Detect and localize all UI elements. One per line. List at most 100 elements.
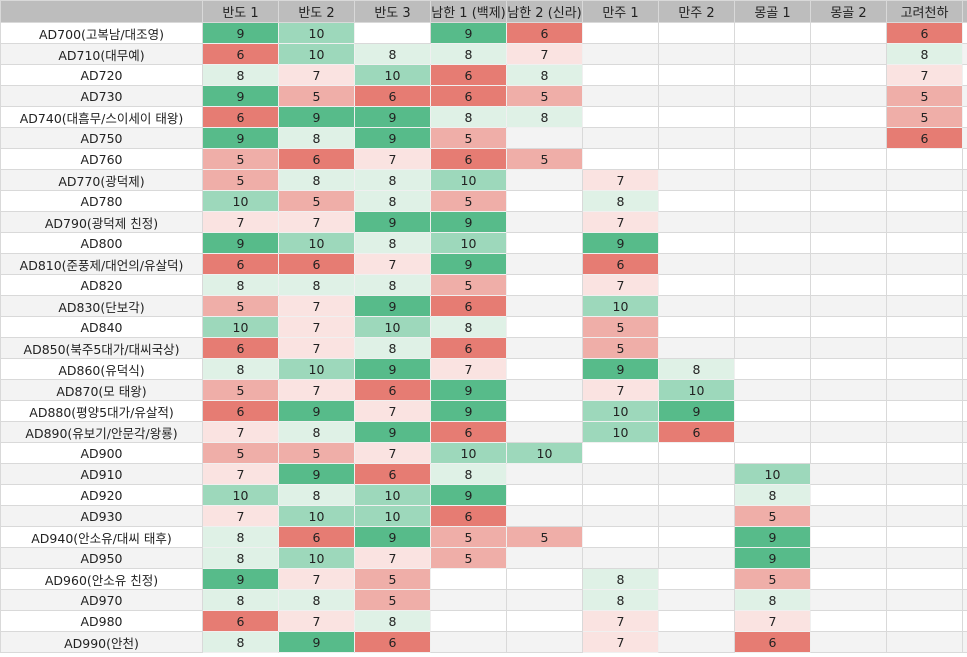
score-cell[interactable]: 9	[582, 358, 659, 380]
empty-cell[interactable]	[962, 127, 967, 149]
score-cell[interactable]	[658, 106, 735, 128]
score-cell[interactable]	[886, 484, 963, 506]
score-cell[interactable]: 10	[430, 442, 507, 464]
score-cell[interactable]	[582, 442, 659, 464]
score-cell[interactable]	[886, 358, 963, 380]
score-cell[interactable]	[658, 274, 735, 296]
score-cell[interactable]	[886, 232, 963, 254]
score-cell[interactable]	[506, 610, 583, 632]
corner-header[interactable]	[0, 0, 203, 23]
row-label-cell[interactable]: AD770(광덕제)	[0, 169, 203, 191]
empty-cell[interactable]	[962, 211, 967, 233]
score-cell[interactable]	[658, 547, 735, 569]
score-cell[interactable]	[658, 631, 735, 653]
score-cell[interactable]: 7	[202, 211, 279, 233]
score-cell[interactable]	[810, 358, 887, 380]
score-cell[interactable]	[658, 85, 735, 107]
score-cell[interactable]: 8	[582, 589, 659, 611]
column-header[interactable]: 몽골 1	[734, 0, 811, 23]
score-cell[interactable]	[886, 589, 963, 611]
score-cell[interactable]	[810, 400, 887, 422]
score-cell[interactable]: 8	[734, 589, 811, 611]
column-header[interactable]: 반도 3	[354, 0, 431, 23]
score-cell[interactable]: 6	[658, 421, 735, 443]
score-cell[interactable]	[810, 442, 887, 464]
score-cell[interactable]	[810, 463, 887, 485]
score-cell[interactable]	[810, 379, 887, 401]
score-cell[interactable]: 10	[278, 22, 355, 44]
score-cell[interactable]: 5	[430, 274, 507, 296]
score-cell[interactable]	[582, 22, 659, 44]
score-cell[interactable]: 5	[734, 505, 811, 527]
score-cell[interactable]: 5	[506, 148, 583, 170]
score-cell[interactable]	[734, 274, 811, 296]
score-cell[interactable]	[506, 169, 583, 191]
score-cell[interactable]: 7	[278, 64, 355, 86]
score-cell[interactable]	[886, 505, 963, 527]
score-cell[interactable]: 7	[734, 610, 811, 632]
score-cell[interactable]	[506, 421, 583, 443]
score-cell[interactable]	[886, 526, 963, 548]
score-cell[interactable]	[658, 43, 735, 65]
score-cell[interactable]	[734, 295, 811, 317]
score-cell[interactable]: 10	[506, 442, 583, 464]
score-cell[interactable]	[506, 505, 583, 527]
score-cell[interactable]: 8	[278, 127, 355, 149]
score-cell[interactable]	[658, 190, 735, 212]
score-cell[interactable]: 5	[886, 85, 963, 107]
score-cell[interactable]: 7	[582, 211, 659, 233]
score-cell[interactable]: 10	[354, 505, 431, 527]
score-cell[interactable]: 9	[582, 232, 659, 254]
empty-cell[interactable]	[962, 400, 967, 422]
score-cell[interactable]: 9	[354, 106, 431, 128]
row-label-cell[interactable]: AD760	[0, 148, 203, 170]
score-cell[interactable]	[506, 211, 583, 233]
score-cell[interactable]	[734, 22, 811, 44]
score-cell[interactable]	[582, 484, 659, 506]
score-cell[interactable]: 5	[202, 379, 279, 401]
score-cell[interactable]	[658, 169, 735, 191]
score-cell[interactable]: 6	[430, 64, 507, 86]
score-cell[interactable]	[430, 631, 507, 653]
row-label-cell[interactable]: AD980	[0, 610, 203, 632]
empty-cell[interactable]	[962, 379, 967, 401]
score-cell[interactable]	[658, 253, 735, 275]
score-cell[interactable]	[734, 379, 811, 401]
score-cell[interactable]: 7	[430, 358, 507, 380]
column-header[interactable]	[962, 0, 967, 23]
empty-cell[interactable]	[962, 589, 967, 611]
score-cell[interactable]: 6	[278, 253, 355, 275]
row-label-cell[interactable]: AD790(광덕제 친정)	[0, 211, 203, 233]
score-cell[interactable]	[506, 379, 583, 401]
score-cell[interactable]	[734, 253, 811, 275]
score-cell[interactable]: 5	[886, 106, 963, 128]
empty-cell[interactable]	[962, 169, 967, 191]
score-cell[interactable]: 9	[354, 295, 431, 317]
score-cell[interactable]: 6	[734, 631, 811, 653]
score-cell[interactable]: 9	[354, 526, 431, 548]
empty-cell[interactable]	[962, 337, 967, 359]
score-cell[interactable]: 6	[202, 400, 279, 422]
score-cell[interactable]: 5	[278, 442, 355, 464]
score-cell[interactable]: 8	[202, 526, 279, 548]
score-cell[interactable]: 9	[430, 400, 507, 422]
score-cell[interactable]	[886, 379, 963, 401]
score-cell[interactable]	[658, 589, 735, 611]
score-cell[interactable]: 8	[430, 463, 507, 485]
row-label-cell[interactable]: AD910	[0, 463, 203, 485]
score-cell[interactable]	[658, 610, 735, 632]
score-cell[interactable]: 7	[278, 568, 355, 590]
score-cell[interactable]: 8	[202, 631, 279, 653]
score-cell[interactable]	[734, 442, 811, 464]
score-cell[interactable]	[810, 274, 887, 296]
score-cell[interactable]	[582, 463, 659, 485]
score-cell[interactable]: 8	[202, 64, 279, 86]
row-label-cell[interactable]: AD990(안천)	[0, 631, 203, 653]
score-cell[interactable]: 10	[278, 547, 355, 569]
row-label-cell[interactable]: AD740(대흠무/스이세이 태왕)	[0, 106, 203, 128]
score-cell[interactable]: 8	[278, 274, 355, 296]
score-cell[interactable]	[658, 148, 735, 170]
score-cell[interactable]: 9	[202, 22, 279, 44]
score-cell[interactable]	[886, 442, 963, 464]
score-cell[interactable]	[810, 232, 887, 254]
